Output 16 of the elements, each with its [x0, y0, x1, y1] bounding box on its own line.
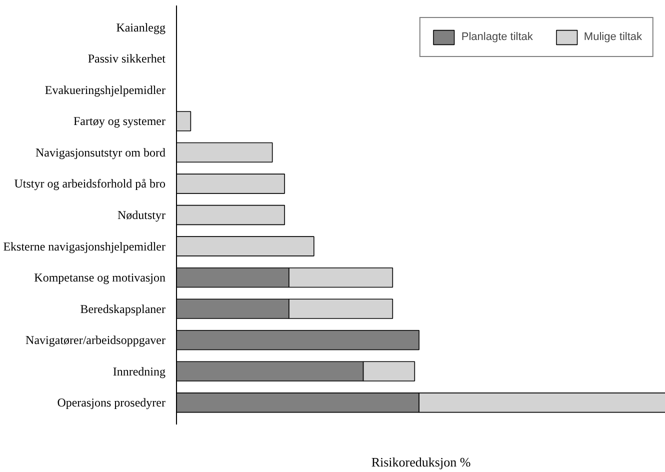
legend-label: Mulige tiltak: [584, 31, 642, 43]
y-tick-label: Evakueringshjelpemidler: [44, 82, 166, 97]
y-tick-label: Navigatører/arbeidsoppgaver: [26, 333, 166, 348]
y-tick-label: Kaianlegg: [116, 20, 166, 34]
x-axis-title: Risikoreduksjon %: [371, 454, 471, 470]
y-tick-label: Eksterne navigasjonshjelpemidler: [3, 239, 166, 254]
y-tick-label: Innredning: [112, 364, 166, 378]
y-tick-label: Navigasjonsutstyr om bord: [36, 145, 166, 160]
y-tick-label: Passiv sikkerhet: [88, 52, 166, 66]
y-tick-label: Fartøy og systemer: [74, 114, 166, 128]
y-tick-label: Kompetanse og motivasjon: [34, 270, 166, 285]
y-tick-label: Beredskapsplaner: [80, 302, 166, 316]
y-tick-label: Operasjons prosedyrer: [57, 396, 166, 410]
y-tick-label: Nødutstyr: [118, 208, 166, 222]
y-tick-label: Utstyr og arbeidsforhold på bro: [14, 176, 166, 191]
legend-label: Planlagte tiltak: [461, 31, 533, 43]
